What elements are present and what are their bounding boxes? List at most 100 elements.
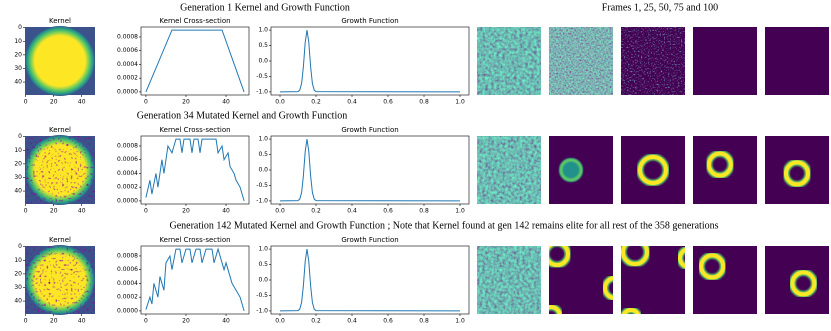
frame-bg [765, 246, 829, 314]
x-tick-label: 0.4 [347, 208, 357, 215]
x-tick-label: 40 [222, 99, 230, 106]
ring [638, 155, 668, 185]
chart-title: Kernel [49, 17, 71, 25]
y-tick-label: 0.0006 [117, 156, 138, 163]
x-tick-label: 0.6 [383, 99, 393, 106]
frame [549, 136, 613, 204]
y-tick-label: 20 [14, 160, 22, 167]
y-tick-label: 0.0006 [117, 266, 138, 273]
frame-noise [477, 136, 541, 204]
line-series [145, 247, 245, 312]
frame-noise [621, 27, 685, 95]
frame-bg [693, 136, 757, 204]
x-tick-label: 0.6 [383, 208, 393, 215]
x-tick-label: 0.0 [275, 99, 285, 106]
y-tick-label: 30 [14, 174, 22, 181]
x-tick-label: 20 [50, 318, 58, 325]
y-tick-label: 0.0000 [117, 307, 138, 314]
x-tick-label: 40 [222, 318, 230, 325]
plot-frame [270, 245, 470, 315]
line-series [279, 30, 461, 93]
frame [549, 246, 613, 314]
y-tick-label: 0.5 [258, 151, 268, 158]
x-tick-label: 40 [78, 208, 86, 215]
y-tick-label: 0.0 [258, 58, 268, 65]
ring [699, 253, 726, 280]
plot-frame [270, 135, 470, 205]
y-tick-label: 0.0008 [117, 33, 138, 40]
y-tick-label: 0.5 [258, 42, 268, 49]
row-heading: Generation 1 Kernel and Growth Function [180, 2, 350, 13]
y-tick-label: 0 [18, 243, 22, 250]
frame-bg [621, 246, 685, 314]
ring [549, 246, 570, 267]
y-tick-label: 0.0 [258, 167, 268, 174]
y-tick-label: 0.0008 [117, 252, 138, 259]
x-tick-label: 0 [24, 208, 28, 215]
ring [549, 305, 562, 314]
line-series [145, 138, 245, 202]
frame-noise [477, 246, 541, 314]
x-tick-label: 0 [144, 208, 148, 215]
y-tick-label: 0.0008 [117, 142, 138, 149]
y-tick-label: -0.5 [256, 182, 268, 189]
y-tick-label: 40 [14, 79, 22, 86]
x-tick-label: 0 [144, 99, 148, 106]
x-tick-label: 0.2 [311, 318, 321, 325]
y-tick-label: 30 [14, 65, 22, 72]
chart-title: Kernel Cross-section [159, 126, 230, 134]
y-tick-label: 10 [14, 257, 22, 264]
plot-frame [140, 26, 250, 96]
plot-frame [270, 26, 470, 96]
y-tick-label: 0.0004 [117, 170, 138, 177]
y-tick-label: 0.5 [258, 261, 268, 268]
chart-title: Growth Function [341, 236, 398, 244]
frame-noise [477, 27, 541, 95]
ring [621, 308, 641, 314]
x-tick-label: 20 [182, 99, 190, 106]
plot-frame [140, 135, 250, 205]
y-tick-label: 10 [14, 147, 22, 154]
frame-bg [549, 246, 613, 314]
frame [693, 246, 757, 314]
x-tick-label: 0.4 [347, 99, 357, 106]
frame-noise [549, 27, 613, 95]
y-tick-label: 0.0006 [117, 47, 138, 54]
y-tick-label: 0 [18, 24, 22, 31]
frame [765, 246, 829, 314]
ring [790, 270, 817, 297]
y-tick-label: 0.0000 [117, 88, 138, 95]
x-tick-label: 0.4 [347, 318, 357, 325]
y-tick-label: 0 [18, 133, 22, 140]
row-heading: Generation 142 Mutated Kernel and Growth… [169, 220, 718, 231]
kernel-speckle [25, 246, 95, 314]
ring [603, 276, 613, 300]
y-tick-label: 30 [14, 284, 22, 291]
y-tick-label: 1.0 [258, 246, 268, 253]
y-tick-label: 0.0004 [117, 61, 138, 68]
line-series [145, 29, 245, 93]
x-tick-label: 0.8 [419, 99, 429, 106]
frame-bg [765, 27, 829, 95]
y-tick-label: -1.0 [256, 197, 268, 204]
x-tick-label: 0 [24, 318, 28, 325]
x-tick-label: 40 [78, 318, 86, 325]
y-tick-label: 40 [14, 188, 22, 195]
frame [765, 27, 829, 95]
row-heading: Generation 34 Mutated Kernel and Growth … [137, 110, 348, 121]
x-tick-label: 40 [78, 99, 86, 106]
y-tick-label: 20 [14, 51, 22, 58]
x-tick-label: 40 [222, 208, 230, 215]
frame-bg [621, 136, 685, 204]
y-tick-label: -0.5 [256, 292, 268, 299]
y-tick-label: -1.0 [256, 88, 268, 95]
x-tick-label: 0.2 [311, 99, 321, 106]
y-tick-label: 1.0 [258, 136, 268, 143]
line-series [279, 139, 461, 202]
x-tick-label: 0 [144, 318, 148, 325]
frames-title: Frames 1, 25, 50, 75 and 100 [602, 2, 718, 13]
x-tick-label: 0.8 [419, 318, 429, 325]
y-tick-label: 0.0002 [117, 294, 138, 301]
x-tick-label: 0.0 [275, 208, 285, 215]
x-tick-label: 0 [24, 99, 28, 106]
